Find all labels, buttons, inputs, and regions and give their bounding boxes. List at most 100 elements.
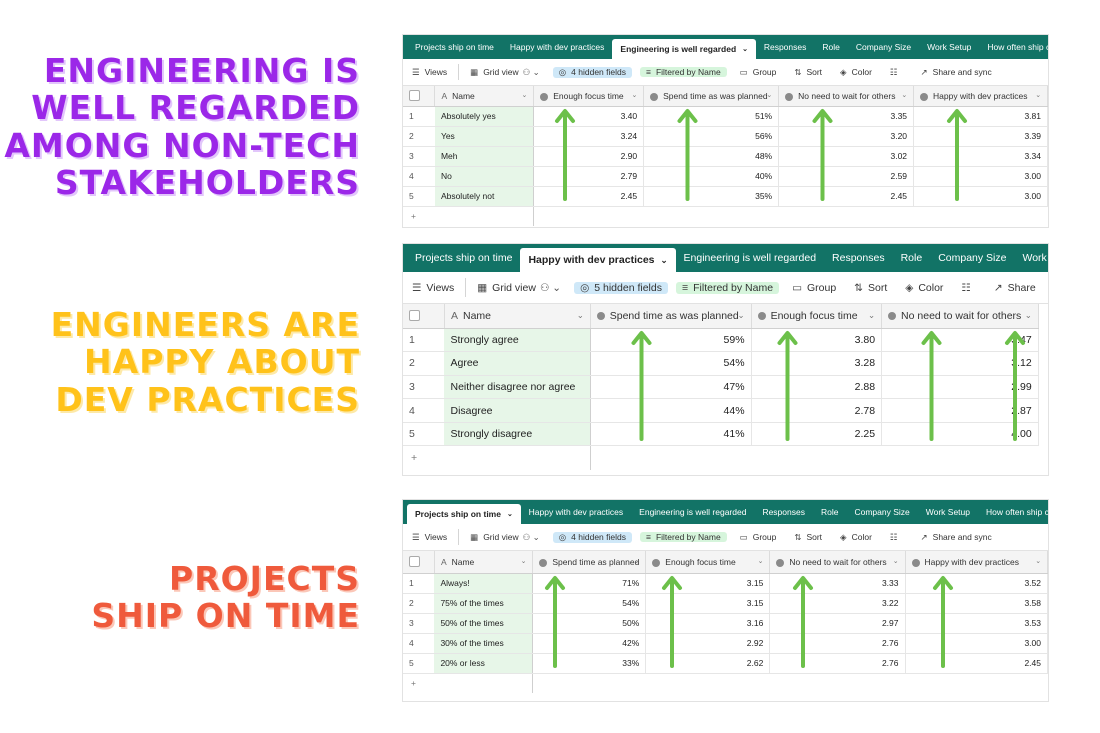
value-cell[interactable]: 40%: [643, 166, 780, 187]
tab-projects-ship-on-time[interactable]: Projects ship on time: [407, 35, 502, 59]
tab-work-setup[interactable]: Work Setup: [919, 35, 979, 59]
add-row[interactable]: +: [403, 673, 1048, 693]
value-cell[interactable]: 3.53: [905, 613, 1048, 634]
value-cell[interactable]: 59%: [590, 328, 752, 353]
chevron-down-icon[interactable]: ⌄: [506, 511, 513, 518]
value-cell[interactable]: 54%: [590, 351, 752, 376]
people-icon[interactable]: ⚇ ⌄: [539, 281, 562, 294]
views-button[interactable]: ☰ Views: [403, 67, 456, 78]
value-cell[interactable]: 48%: [643, 146, 780, 167]
column-header-enough-focus-time[interactable]: Enough focus time ⌄: [751, 304, 883, 329]
column-header-happy-with-dev-practices[interactable]: Happy with dev practices ⌄: [905, 551, 1048, 574]
tab-happy-with-dev-practices[interactable]: Happy with dev practices: [521, 500, 632, 524]
name-cell[interactable]: Neither disagree nor agree: [444, 375, 591, 400]
tab-engineering-is-well-regarded[interactable]: Engineering is well regarded: [676, 244, 825, 272]
table-row[interactable]: 4 No 2.79 40% 2.59 3.00: [403, 166, 1048, 187]
hidden-fields-button[interactable]: ◎ 4 hidden fields: [552, 531, 632, 543]
hidden-fields-button[interactable]: ◎ 5 hidden fields: [574, 281, 668, 294]
filter-button[interactable]: ≡ Filtered by Name: [639, 532, 727, 542]
tab-responses[interactable]: Responses: [824, 244, 893, 272]
add-record-button[interactable]: +: [411, 678, 416, 689]
tab-company-size[interactable]: Company Size: [848, 35, 919, 59]
value-cell[interactable]: 3.22: [769, 593, 906, 614]
value-cell[interactable]: 2.45: [778, 186, 915, 207]
group-button[interactable]: ▭ Group: [731, 532, 786, 543]
color-button[interactable]: ◈ Color: [896, 282, 952, 294]
value-cell[interactable]: 71%: [532, 573, 647, 594]
value-cell[interactable]: 35%: [643, 186, 780, 207]
value-cell[interactable]: 3.47: [881, 328, 1039, 353]
tab-company-size[interactable]: Company Size: [846, 500, 917, 524]
table-row[interactable]: 1 Always! 71% 3.15 3.33 3.52: [403, 573, 1048, 594]
tab-happy-with-dev-practices[interactable]: Happy with dev practices: [502, 35, 613, 59]
tab-happy-with-dev-practices[interactable]: Happy with dev practices ⌄: [520, 248, 676, 272]
value-cell[interactable]: 2.78: [751, 398, 883, 423]
column-header-enough-focus-time[interactable]: Enough focus time ⌄: [645, 551, 771, 574]
table-row[interactable]: 1 Strongly agree 59% 3.80 3.47: [403, 328, 1048, 353]
value-cell[interactable]: 51%: [643, 106, 780, 127]
chevron-down-icon[interactable]: ⌄: [1024, 309, 1032, 320]
share-sync-button[interactable]: ↗ Share: [985, 282, 1045, 294]
chevron-down-icon[interactable]: ⌄: [868, 309, 876, 320]
column-header-name[interactable]: A Name ⌄: [444, 304, 591, 329]
chevron-down-icon[interactable]: ⌄: [742, 46, 748, 53]
chevron-down-icon[interactable]: ⌄: [757, 557, 764, 565]
tab-work-setup[interactable]: Work Setup: [1014, 244, 1048, 272]
tab-projects-ship-on-time[interactable]: Projects ship on time ⌄: [407, 504, 521, 524]
value-cell[interactable]: 3.12: [881, 351, 1039, 376]
chevron-down-icon[interactable]: ⌄: [1035, 557, 1041, 565]
tab-projects-ship-on-time[interactable]: Projects ship on time: [407, 244, 520, 272]
grid-view-selector[interactable]: ▦ Grid view ⚇ ⌄: [461, 532, 549, 543]
chevron-down-icon[interactable]: ⌄: [660, 255, 668, 265]
column-header-name[interactable]: A Name ⌄: [434, 551, 534, 574]
value-cell[interactable]: 3.02: [778, 146, 915, 167]
share-sync-button[interactable]: ↗ Share and sync: [912, 532, 1001, 543]
value-cell[interactable]: 2.76: [769, 633, 906, 654]
people-icon[interactable]: ⚇ ⌄: [522, 66, 540, 77]
row-height-button[interactable]: ☷: [881, 67, 912, 78]
add-row[interactable]: +: [403, 206, 1048, 226]
table-row[interactable]: 2 Agree 54% 3.28 3.12: [403, 351, 1048, 376]
table-row[interactable]: 5 Strongly disagree 41% 2.25 4.00: [403, 422, 1048, 447]
name-cell[interactable]: Always!: [434, 573, 534, 594]
column-header-no-need-to-wait-for-others[interactable]: No need to wait for others ⌄: [769, 551, 906, 574]
tab-how-often-ship-code[interactable]: How often ship code: [978, 500, 1048, 524]
row-height-button[interactable]: ☷: [881, 532, 912, 543]
add-record-button[interactable]: +: [411, 211, 416, 222]
filter-button[interactable]: ≡ Filtered by Name: [675, 281, 780, 294]
value-cell[interactable]: 2.79: [533, 166, 645, 187]
value-cell[interactable]: 2.45: [533, 186, 645, 207]
column-header-spend-time-as-was-planned[interactable]: Spend time as was planned ⌄: [590, 304, 752, 329]
value-cell[interactable]: 3.33: [769, 573, 906, 594]
value-cell[interactable]: 41%: [590, 422, 752, 447]
value-cell[interactable]: 56%: [643, 126, 780, 147]
value-cell[interactable]: 2.76: [769, 653, 906, 674]
name-cell[interactable]: No: [434, 166, 535, 187]
sort-button[interactable]: ⇅ Sort: [785, 532, 831, 543]
chevron-down-icon[interactable]: ⌄: [520, 557, 527, 565]
value-cell[interactable]: 3.00: [913, 186, 1048, 207]
value-cell[interactable]: 2.87: [881, 398, 1039, 423]
row-height-button[interactable]: ☷: [952, 282, 984, 294]
name-cell[interactable]: 75% of the times: [434, 593, 534, 614]
tab-how-often-ship-code[interactable]: How often ship code: [979, 35, 1048, 59]
value-cell[interactable]: 3.39: [913, 126, 1048, 147]
grid-view-selector[interactable]: ▦ Grid view ⚇ ⌄: [468, 282, 570, 294]
name-cell[interactable]: Agree: [444, 351, 591, 376]
value-cell[interactable]: 3.16: [645, 613, 771, 634]
chevron-down-icon[interactable]: ⌄: [901, 91, 908, 99]
chevron-down-icon[interactable]: ⌄: [892, 557, 899, 565]
value-cell[interactable]: 3.40: [533, 106, 645, 127]
column-header-no-need-to-wait-for-others[interactable]: No need to wait for others ⌄: [881, 304, 1039, 329]
column-header-name[interactable]: A Name ⌄: [434, 86, 535, 107]
value-cell[interactable]: 3.20: [778, 126, 915, 147]
column-header-enough-focus-time[interactable]: Enough focus time ⌄: [533, 86, 645, 107]
value-cell[interactable]: 3.58: [905, 593, 1048, 614]
value-cell[interactable]: 2.62: [645, 653, 771, 674]
tab-role[interactable]: Role: [814, 35, 847, 59]
table-row[interactable]: 4 Disagree 44% 2.78 2.87: [403, 398, 1048, 423]
select-all-checkbox[interactable]: [409, 310, 420, 322]
name-cell[interactable]: Absolutely yes: [434, 106, 535, 127]
value-cell[interactable]: 3.34: [913, 146, 1048, 167]
name-cell[interactable]: 30% of the times: [434, 633, 534, 654]
